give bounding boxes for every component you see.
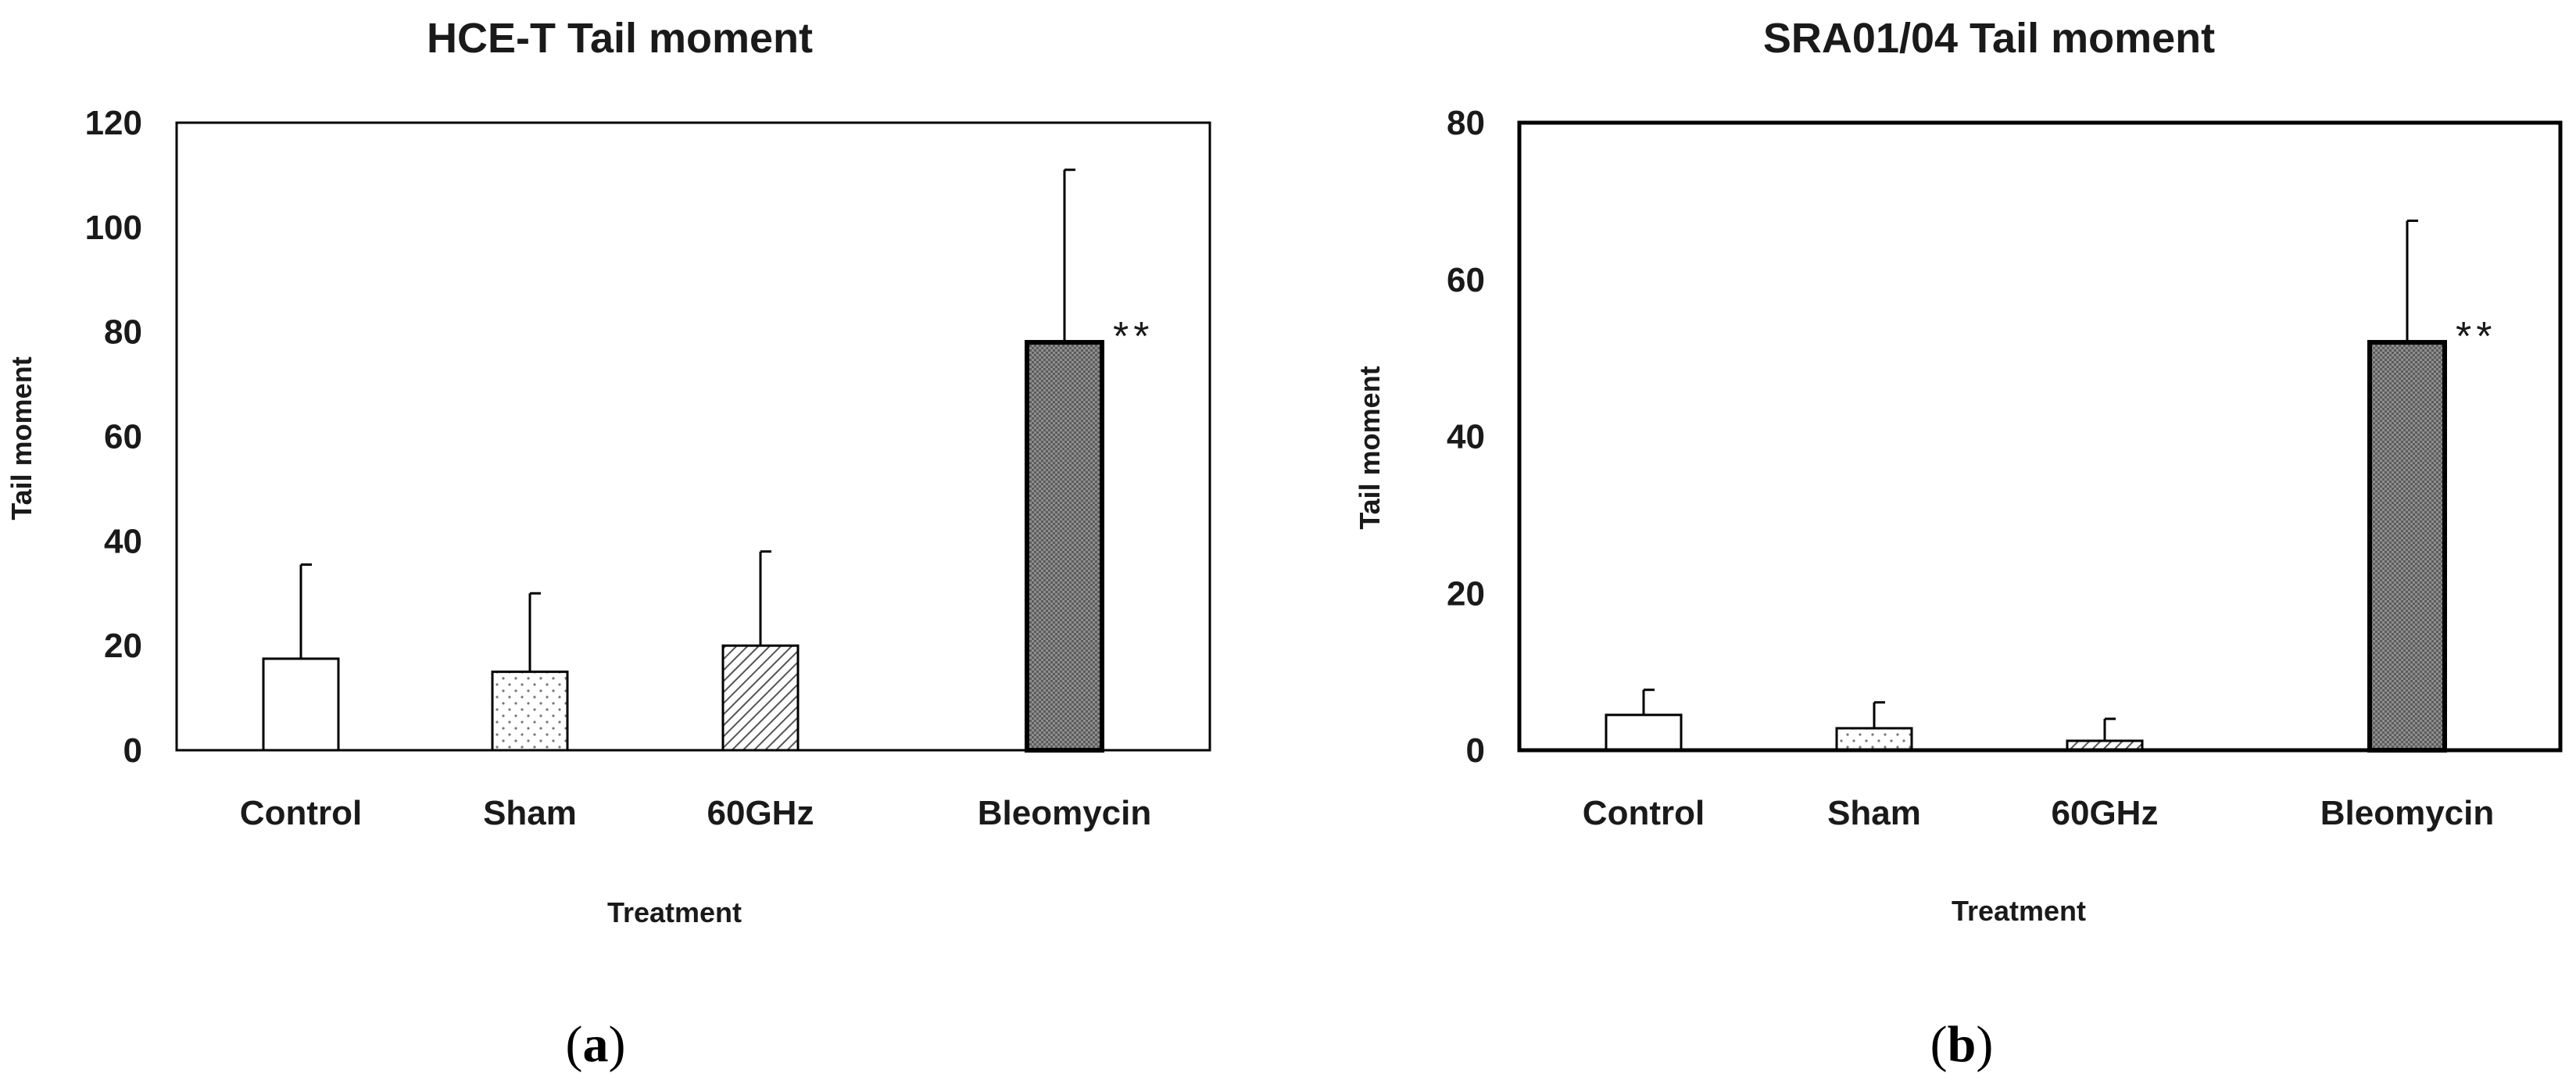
x-tick-label-sham: Sham bbox=[483, 794, 577, 832]
bar-control bbox=[262, 657, 340, 752]
y-tick-label: 80 bbox=[104, 313, 142, 352]
y-tick-label: 20 bbox=[1447, 574, 1485, 613]
panel-letter: a bbox=[583, 1016, 609, 1073]
bar-bleomycin bbox=[1025, 340, 1104, 753]
x-tick-label-bleomycin: Bleomycin bbox=[2320, 794, 2495, 832]
chart-panel-b: SRA01/04 Tail moment Tail moment Treatme… bbox=[1354, 15, 2563, 1073]
y-ticks: 0 20 40 60 80 bbox=[1447, 104, 1485, 770]
error-bar-sham bbox=[1873, 701, 1885, 728]
y-tick-label: 20 bbox=[104, 627, 142, 665]
error-bar-60ghz bbox=[2103, 717, 2116, 741]
error-bar-control bbox=[299, 563, 312, 659]
panel-label: (a) bbox=[566, 1016, 626, 1073]
annotations: ** bbox=[1113, 314, 1154, 359]
y-tick-label: 0 bbox=[123, 731, 142, 770]
bar-bleomycin bbox=[2367, 340, 2447, 753]
y-tick-label: 60 bbox=[1447, 261, 1485, 299]
panel-letter: b bbox=[1948, 1016, 1977, 1073]
y-tick-label: 60 bbox=[104, 418, 142, 456]
x-tick-label-control: Control bbox=[1583, 794, 1705, 832]
plot-frame bbox=[175, 121, 1211, 752]
x-tick-labels: Control Sham 60GHz Bleomycin bbox=[240, 794, 1151, 832]
x-tick-label-sham: Sham bbox=[1827, 794, 1921, 832]
error-bars bbox=[1642, 219, 2418, 741]
bar-sham bbox=[1835, 727, 1913, 752]
y-tick-label: 120 bbox=[85, 104, 142, 142]
error-bar-60ghz bbox=[759, 550, 771, 646]
x-tick-label-60ghz: 60GHz bbox=[707, 794, 814, 832]
panel-close-paren: ) bbox=[609, 1016, 626, 1073]
chart-title: HCE-T Tail moment bbox=[427, 15, 813, 62]
x-tick-label-60ghz: 60GHz bbox=[2052, 794, 2159, 832]
bars bbox=[262, 340, 1104, 753]
x-tick-labels: Control Sham 60GHz Bleomycin bbox=[1583, 794, 2494, 832]
y-ticks: 0 20 40 60 80 100 120 bbox=[85, 104, 142, 770]
bar-sham bbox=[491, 671, 569, 752]
error-bar-bleomycin bbox=[1063, 168, 1075, 343]
significance-marker: ** bbox=[1113, 314, 1154, 359]
bar-control bbox=[1605, 713, 1683, 752]
x-axis-label: Treatment bbox=[1952, 895, 2086, 927]
chart-title: SRA01/04 Tail moment bbox=[1763, 15, 2215, 62]
x-tick-label-control: Control bbox=[240, 794, 362, 832]
significance-marker: ** bbox=[2456, 314, 2496, 359]
panel-open-paren: ( bbox=[566, 1016, 583, 1073]
y-tick-label: 100 bbox=[85, 209, 142, 247]
y-axis-label: Tail moment bbox=[5, 356, 38, 520]
chart-panel-a: HCE-T Tail moment Tail moment Treatment … bbox=[5, 15, 1211, 1073]
y-tick-label: 40 bbox=[104, 522, 142, 560]
error-bar-control bbox=[1642, 688, 1655, 715]
bars bbox=[1605, 340, 2447, 753]
error-bar-sham bbox=[528, 592, 541, 672]
panel-close-paren: ) bbox=[1976, 1016, 1993, 1073]
bar-60ghz bbox=[721, 644, 800, 752]
y-tick-label: 40 bbox=[1447, 418, 1485, 456]
plot-frame bbox=[1517, 120, 2563, 753]
annotations: ** bbox=[2456, 314, 2496, 359]
y-axis-label: Tail moment bbox=[1354, 366, 1386, 529]
error-bars bbox=[299, 168, 1075, 672]
panel-open-paren: ( bbox=[1930, 1016, 1948, 1073]
y-tick-label: 80 bbox=[1447, 104, 1485, 142]
error-bar-bleomycin bbox=[2406, 219, 2418, 343]
panel-label: (b) bbox=[1930, 1016, 1994, 1073]
x-tick-label-bleomycin: Bleomycin bbox=[978, 794, 1152, 832]
x-axis-label: Treatment bbox=[607, 896, 742, 928]
y-tick-label: 0 bbox=[1466, 731, 1485, 770]
